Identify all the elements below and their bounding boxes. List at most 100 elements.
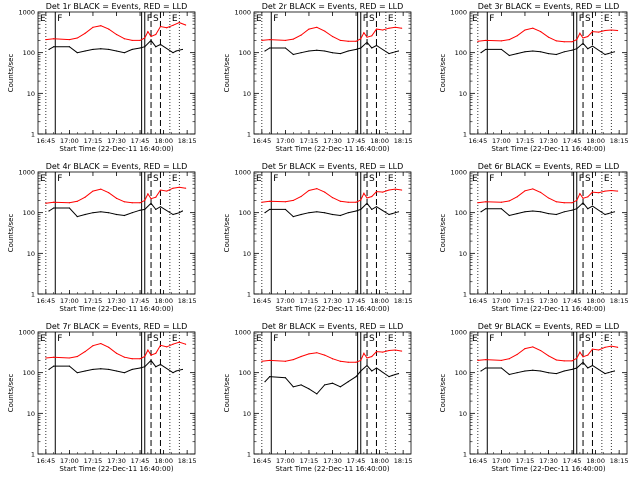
series-point-lld bbox=[604, 346, 606, 348]
series-point-lld bbox=[366, 36, 368, 38]
x-tick-label: 17:15 bbox=[84, 457, 103, 465]
series-point-events bbox=[555, 213, 557, 216]
series-point-events bbox=[68, 365, 70, 367]
series-point-events bbox=[394, 51, 396, 53]
x-tick-label: 17:30 bbox=[539, 457, 558, 465]
series-point-lld bbox=[284, 360, 286, 362]
y-tick-label: 1 bbox=[247, 291, 251, 299]
series-point-lld bbox=[155, 352, 157, 354]
series-point-lld bbox=[292, 358, 294, 361]
x-tick-label: 17:45 bbox=[563, 457, 582, 465]
series-point-events bbox=[547, 52, 550, 55]
series-point-lld bbox=[571, 41, 573, 43]
series-line-lld bbox=[45, 22, 186, 41]
series-line-events bbox=[480, 42, 615, 57]
series-point-events bbox=[139, 209, 141, 211]
series-point-lld bbox=[582, 356, 584, 358]
series-point-lld bbox=[540, 349, 542, 352]
chart-title: Det 4r BLACK = Events, RED = LLD bbox=[46, 162, 188, 171]
series-point-lld bbox=[292, 199, 294, 202]
series-point-events bbox=[347, 212, 349, 214]
x-tick-label: 16:45 bbox=[36, 297, 55, 305]
series-point-events bbox=[480, 52, 482, 54]
series-point-lld bbox=[147, 193, 149, 195]
series-point-events bbox=[316, 211, 318, 213]
series-point-lld bbox=[532, 346, 534, 348]
plot-frame bbox=[469, 11, 628, 135]
series-point-lld bbox=[68, 202, 70, 204]
series-point-events bbox=[316, 393, 318, 395]
series-point-lld bbox=[591, 348, 594, 350]
series-point-events bbox=[339, 214, 341, 217]
y-tick-label: 1 bbox=[31, 131, 35, 139]
series-point-events bbox=[480, 211, 482, 213]
band-label: E bbox=[604, 14, 610, 24]
series-point-lld bbox=[159, 25, 162, 28]
series-point-events bbox=[391, 374, 393, 377]
series-point-lld bbox=[355, 40, 357, 42]
y-axis-label: Counts/sec bbox=[439, 374, 447, 413]
series-point-events bbox=[159, 363, 162, 365]
series-line-lld bbox=[45, 186, 186, 204]
series-point-events bbox=[181, 48, 184, 51]
series-point-lld bbox=[616, 29, 619, 32]
series-point-lld bbox=[131, 202, 133, 204]
series-point-events bbox=[604, 213, 606, 216]
y-tick-label: 10 bbox=[243, 90, 251, 98]
x-tick-label: 18:15 bbox=[610, 297, 629, 305]
series-point-events bbox=[339, 386, 341, 388]
y-tick-label: 10 bbox=[27, 410, 35, 418]
series-point-events bbox=[360, 370, 362, 372]
series-point-events bbox=[131, 368, 133, 371]
series-point-events bbox=[76, 372, 78, 374]
band-label: S bbox=[153, 174, 159, 184]
x-tick-label: 18:15 bbox=[178, 137, 197, 145]
x-axis-label: Start Time (22-Dec-11 16:40:00) bbox=[59, 145, 173, 153]
series-point-events bbox=[571, 209, 573, 211]
series-point-lld bbox=[375, 350, 378, 353]
x-tick-label: 16:45 bbox=[252, 137, 271, 145]
series-point-lld bbox=[375, 28, 378, 30]
y-tick-label: 1000 bbox=[450, 169, 467, 177]
series-point-lld bbox=[371, 195, 373, 198]
x-tick-label: 17:30 bbox=[539, 297, 558, 305]
plot-frame bbox=[37, 11, 196, 135]
series-point-events bbox=[607, 212, 609, 215]
x-tick-label: 17:00 bbox=[276, 297, 295, 305]
series-point-events bbox=[366, 41, 368, 43]
series-point-events bbox=[115, 213, 118, 216]
x-tick-label: 17:15 bbox=[300, 137, 319, 145]
series-point-events bbox=[264, 50, 266, 52]
series-line-events bbox=[264, 41, 399, 56]
series-point-lld bbox=[115, 197, 118, 199]
series-point-lld bbox=[144, 37, 146, 39]
series-point-lld bbox=[576, 357, 578, 359]
series-point-events bbox=[84, 370, 86, 372]
series-point-lld bbox=[555, 359, 557, 361]
x-tick-label: 16:45 bbox=[468, 137, 487, 145]
series-point-lld bbox=[178, 186, 180, 188]
series-point-lld bbox=[339, 39, 341, 42]
series-point-lld bbox=[144, 199, 146, 202]
series-point-lld bbox=[84, 350, 86, 353]
series-point-lld bbox=[300, 195, 302, 198]
y-axis-label: Counts/sec bbox=[223, 54, 231, 93]
x-tick-label: 18:00 bbox=[586, 457, 605, 465]
y-axis-label: Counts/sec bbox=[7, 54, 15, 93]
series-point-lld bbox=[100, 342, 102, 345]
series-point-events bbox=[324, 212, 326, 214]
series-point-lld bbox=[610, 189, 612, 192]
band-label: F bbox=[489, 334, 494, 344]
band-label: E bbox=[40, 14, 46, 24]
x-tick-label: 16:45 bbox=[36, 457, 55, 465]
x-tick-label: 17:00 bbox=[276, 137, 295, 145]
series-point-events bbox=[68, 46, 70, 48]
x-tick-label: 17:45 bbox=[131, 457, 150, 465]
x-axis-label: Start Time (22-Dec-11 16:40:00) bbox=[275, 145, 389, 153]
y-tick-label: 10 bbox=[459, 410, 467, 418]
series-point-events bbox=[480, 370, 482, 372]
series-point-lld bbox=[555, 40, 557, 42]
